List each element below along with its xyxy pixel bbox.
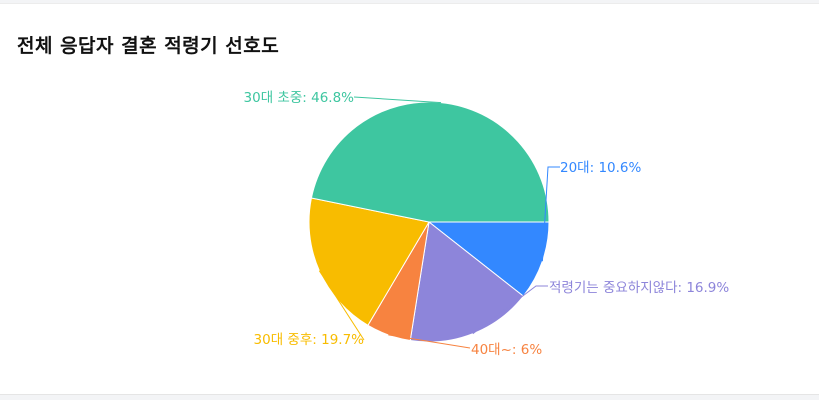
slice-label: 30대 중후: 19.7% bbox=[254, 332, 365, 348]
slice-label: 20대: 10.6% bbox=[560, 160, 641, 176]
slice-label: 30대 초중: 46.8% bbox=[244, 90, 355, 106]
pie-slice[interactable] bbox=[310, 101, 550, 223]
leader-line bbox=[472, 285, 548, 335]
slice-label: 적령기는 중요하지않다: 16.9% bbox=[549, 280, 729, 296]
leader-line bbox=[541, 166, 560, 262]
leader-line bbox=[353, 96, 442, 104]
chart-title: 전체 응답자 결혼 적령기 선호도 bbox=[17, 35, 280, 57]
leader-line bbox=[318, 270, 365, 341]
slice-label: 40대~: 6% bbox=[471, 342, 542, 358]
leader-line bbox=[388, 334, 471, 349]
